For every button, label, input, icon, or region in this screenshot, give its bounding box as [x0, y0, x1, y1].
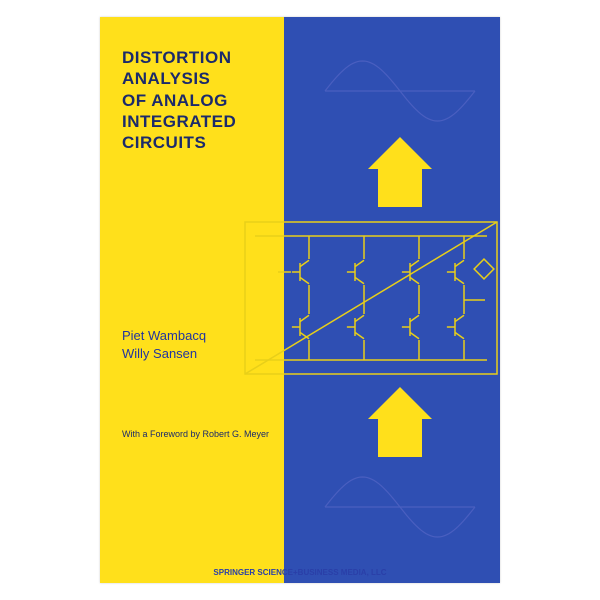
foreword-text: With a Foreword by Robert G. Meyer — [122, 429, 269, 439]
author-name: Willy Sansen — [122, 345, 206, 363]
book-title: DISTORTION ANALYSIS OF ANALOG INTEGRATED… — [122, 47, 236, 153]
title-line: CIRCUITS — [122, 132, 236, 153]
author-name: Piet Wambacq — [122, 327, 206, 345]
foreword-credit: With a Foreword by Robert G. Meyer — [122, 429, 269, 439]
right-panel — [284, 17, 500, 583]
publisher-text: SPRINGER SCIENCE+BUSINESS MEDIA, LLC — [213, 568, 386, 577]
publisher-line: SPRINGER SCIENCE+BUSINESS MEDIA, LLC — [100, 568, 500, 577]
authors: Piet Wambacq Willy Sansen — [122, 327, 206, 363]
book-cover: DISTORTION ANALYSIS OF ANALOG INTEGRATED… — [100, 17, 500, 583]
title-line: DISTORTION — [122, 47, 236, 68]
page-container: DISTORTION ANALYSIS OF ANALOG INTEGRATED… — [0, 0, 600, 600]
title-line: INTEGRATED — [122, 111, 236, 132]
title-line: ANALYSIS — [122, 68, 236, 89]
title-line: OF ANALOG — [122, 90, 236, 111]
